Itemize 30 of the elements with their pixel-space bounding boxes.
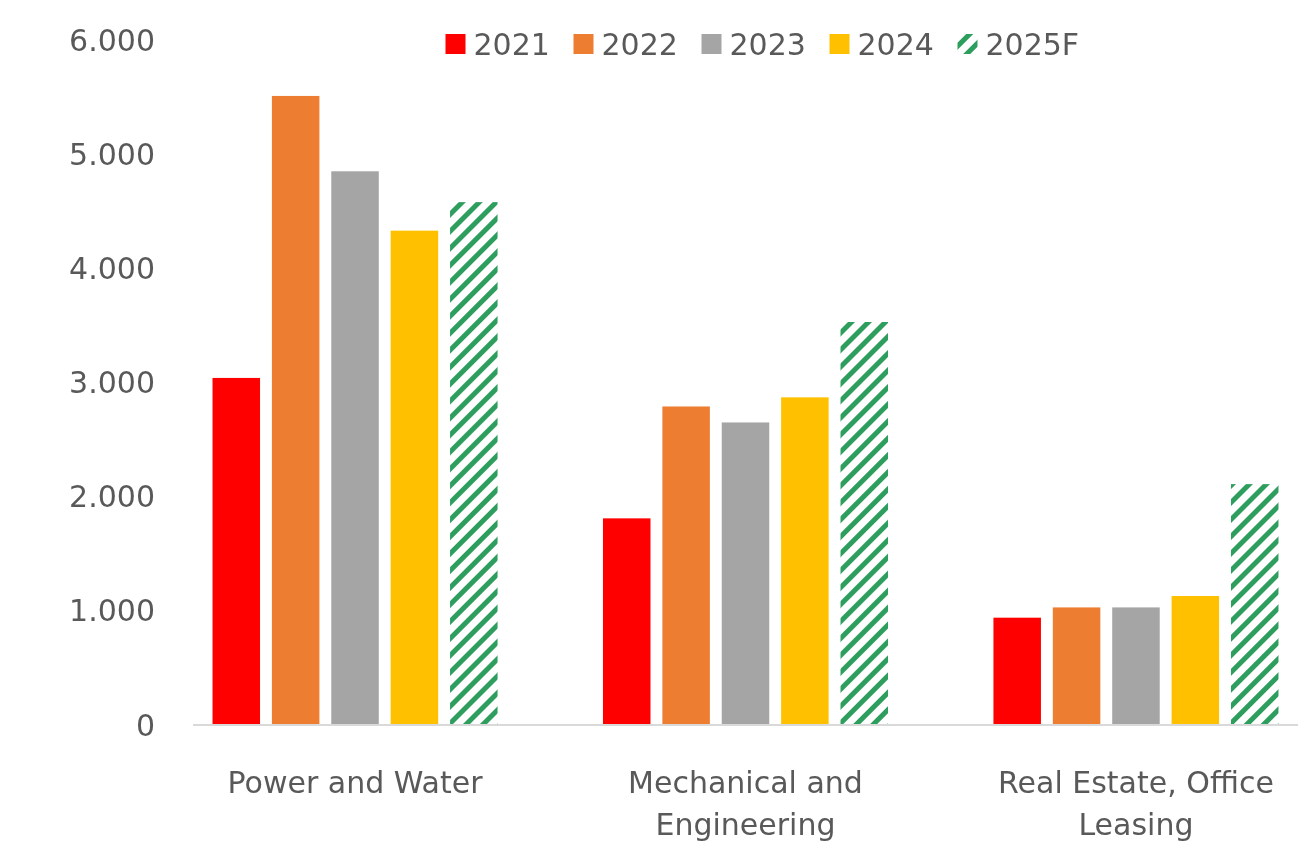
y-tick-label: 1.000 xyxy=(69,593,155,629)
bar xyxy=(781,397,829,725)
y-tick-label: 5.000 xyxy=(69,136,155,172)
y-tick-label: 0 xyxy=(135,707,155,743)
y-tick-label: 6.000 xyxy=(69,22,155,58)
legend-label: 2024 xyxy=(857,26,934,62)
bar xyxy=(271,95,320,725)
bar xyxy=(1052,607,1101,725)
bar xyxy=(993,617,1041,725)
x-tick-label: Real Estate, Office Leasing xyxy=(998,765,1274,842)
x-tick-label: Mechanical and Engineering xyxy=(628,765,863,842)
bar xyxy=(1230,484,1279,725)
bar xyxy=(840,321,889,725)
bar xyxy=(721,422,770,725)
bar xyxy=(450,202,498,725)
bar xyxy=(390,230,439,725)
bar xyxy=(1112,607,1160,725)
y-tick-label: 4.000 xyxy=(69,250,155,286)
x-tick-label: Power and Water xyxy=(227,765,484,800)
bar xyxy=(662,406,710,725)
legend-label: 2021 xyxy=(473,26,550,62)
legend-label: 2025F xyxy=(985,26,1080,62)
y-tick-label: 3.000 xyxy=(69,365,155,400)
bar xyxy=(1171,595,1220,725)
legend-label: 2023 xyxy=(729,26,806,62)
bar xyxy=(331,171,379,725)
y-tick-label: 2.000 xyxy=(69,479,155,515)
bar xyxy=(602,518,651,725)
legend-label: 2022 xyxy=(601,26,678,62)
bar xyxy=(212,377,261,725)
